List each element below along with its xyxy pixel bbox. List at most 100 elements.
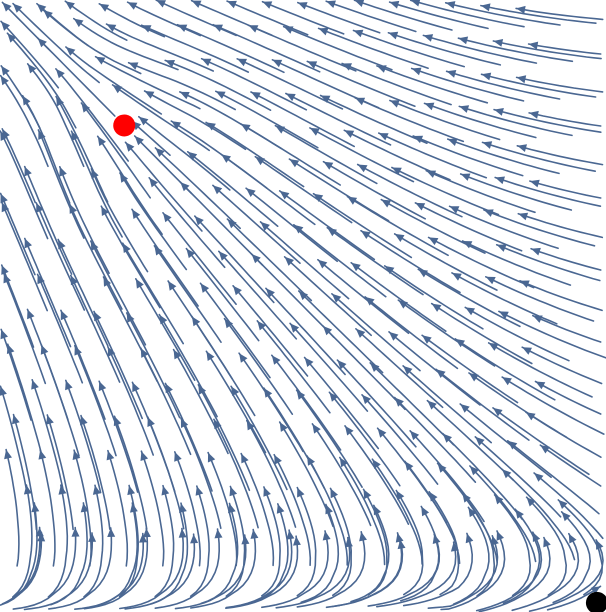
stream-line	[179, 181, 264, 266]
stream-arrowhead	[431, 303, 442, 312]
stream-arrowhead	[250, 529, 259, 539]
stream-line	[107, 449, 129, 567]
stream-line	[295, 389, 363, 488]
stream-arrowhead	[186, 248, 196, 259]
stream-arrowhead	[502, 469, 512, 479]
stream-line	[12, 526, 77, 610]
stream-line	[481, 141, 596, 172]
stream-arrowhead	[271, 355, 281, 365]
stream-arrowhead	[483, 209, 494, 217]
stream-line	[59, 166, 110, 274]
stream-line	[278, 190, 376, 261]
stream-line	[246, 419, 297, 528]
stream-arrowhead	[215, 91, 226, 99]
stream-line	[282, 25, 393, 71]
stream-arrowhead	[372, 459, 381, 469]
stream-arrowhead	[389, 331, 399, 341]
stream-arrowhead	[107, 346, 116, 357]
stream-arrowhead	[516, 75, 527, 84]
stream-arrowhead	[240, 123, 251, 132]
stream-arrowhead	[384, 265, 395, 275]
stream-line	[225, 529, 293, 609]
stream-line	[297, 1, 381, 34]
stream-line	[317, 27, 429, 69]
stream-line	[502, 508, 541, 605]
stream-arrowhead	[0, 329, 8, 340]
stream-arrowhead	[394, 233, 405, 242]
stream-arrowhead	[69, 204, 77, 214]
stream-line	[409, 0, 525, 28]
stream-arrowhead	[415, 202, 426, 211]
stream-line	[376, 65, 489, 104]
stream-arrowhead	[27, 63, 37, 74]
stream-arrowhead	[493, 39, 504, 47]
stream-arrowhead	[72, 450, 81, 460]
stream-arrowhead	[337, 360, 347, 370]
stream-arrowhead	[428, 237, 439, 246]
stream-line	[205, 350, 267, 454]
stream-arrowhead	[362, 394, 371, 405]
stream-line	[546, 585, 602, 611]
stream-arrowhead	[221, 154, 231, 163]
stream-line	[364, 296, 459, 370]
stream-line	[350, 504, 390, 603]
stream-line	[525, 411, 602, 458]
stream-line	[293, 224, 387, 298]
stream-line	[143, 90, 247, 151]
stream-arrowhead	[529, 110, 539, 119]
stream-arrowhead	[70, 275, 79, 286]
stream-arrowhead	[2, 128, 10, 139]
stream-line	[1, 128, 36, 204]
stream-line	[533, 472, 604, 540]
stream-line	[0, 74, 49, 168]
stream-line	[519, 280, 603, 312]
stream-arrowhead	[191, 0, 202, 8]
stream-arrowhead	[286, 530, 295, 540]
stream-arrowhead	[7, 33, 17, 43]
stream-arrowhead	[468, 507, 477, 518]
stream-arrowhead	[80, 415, 88, 426]
stream-arrowhead	[24, 238, 32, 249]
stream-line	[501, 376, 605, 435]
stream-line	[289, 322, 369, 412]
stream-arrowhead	[38, 449, 47, 460]
stream-arrowhead	[174, 451, 182, 462]
stream-arrowhead	[493, 407, 503, 417]
stream-line	[24, 237, 72, 348]
stream-line	[186, 151, 279, 227]
stream-line	[458, 105, 573, 137]
stream-line	[298, 290, 384, 374]
stream-arrowhead	[355, 328, 366, 338]
stream-line	[73, 449, 92, 567]
stream-line	[353, 0, 453, 31]
saddle-point	[585, 591, 606, 612]
stream-line	[425, 169, 536, 214]
stream-arrowhead	[427, 400, 437, 410]
stream-arrowhead	[525, 412, 536, 421]
stream-arrowhead	[106, 450, 115, 461]
stream-arrowhead	[227, 0, 237, 9]
stream-line	[417, 268, 521, 328]
stream-arrowhead	[469, 373, 479, 382]
stream-arrowhead	[239, 353, 248, 363]
stream-line	[0, 20, 60, 89]
stream-line	[254, 155, 353, 224]
stream-line	[393, 396, 477, 483]
stream-line	[274, 124, 378, 185]
stream-arrowhead	[237, 58, 247, 67]
stream-line	[100, 205, 161, 309]
stream-line	[245, 187, 338, 263]
stream-arrowhead	[381, 199, 392, 208]
stream-line	[98, 380, 139, 493]
stream-arrowhead	[132, 209, 141, 219]
stream-line	[494, 176, 602, 207]
stream-line	[121, 242, 184, 345]
stream-line	[94, 55, 201, 110]
stream-arrowhead	[460, 173, 471, 181]
stream-arrowhead	[465, 307, 475, 316]
stream-line	[525, 496, 567, 596]
stream-line	[306, 60, 416, 107]
stream-arrowhead	[224, 318, 234, 329]
stream-line	[480, 4, 597, 24]
stream-line	[459, 173, 573, 211]
